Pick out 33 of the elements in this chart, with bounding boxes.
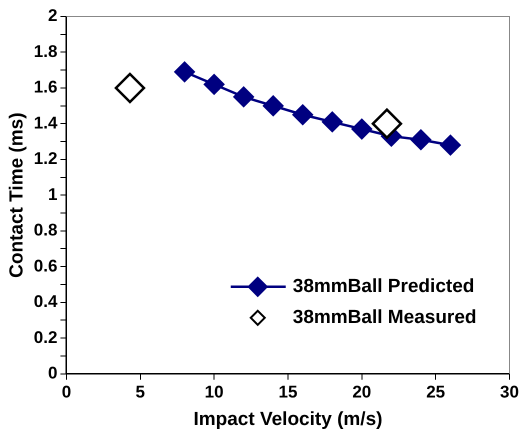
point <box>322 112 343 132</box>
legend-label: 38mmBall Measured <box>292 307 477 328</box>
point <box>204 74 224 95</box>
x-tick-label: 0 <box>62 382 72 402</box>
y-tick-label: 0.4 <box>34 292 58 312</box>
x-tick-label: 25 <box>426 382 446 402</box>
y-tick-label: 1.2 <box>34 149 58 168</box>
point <box>352 118 372 140</box>
point <box>174 62 195 82</box>
y-tick-label: 0 <box>48 363 58 382</box>
point <box>292 104 313 126</box>
point <box>440 134 461 156</box>
y-tick-label: 0.8 <box>34 220 58 240</box>
point <box>233 86 254 108</box>
y-axis-title: Contact Time (ms) <box>6 112 28 278</box>
y-tick-label: 0.6 <box>34 256 58 276</box>
x-tick-label: 15 <box>278 382 298 402</box>
y-tick-label: 1 <box>48 184 58 204</box>
y-tick-label: 0.2 <box>34 328 58 347</box>
x-tick-label: 20 <box>352 382 372 402</box>
y-tick-label: 2 <box>48 6 58 26</box>
x-axis-title: Impact Velocity (m/s) <box>193 408 382 430</box>
x-tick-label: 10 <box>204 382 224 402</box>
legend-label: 38mmBall Predicted <box>292 276 474 298</box>
y-tick-label: 1.6 <box>34 78 58 97</box>
point <box>114 72 146 104</box>
y-tick-label: 1.4 <box>34 113 58 132</box>
x-tick-label: 5 <box>136 382 146 402</box>
point <box>372 108 402 139</box>
x-tick-label: 30 <box>500 382 519 402</box>
point <box>410 130 432 150</box>
y-tick-label: 1.8 <box>34 42 58 61</box>
point <box>262 96 284 116</box>
